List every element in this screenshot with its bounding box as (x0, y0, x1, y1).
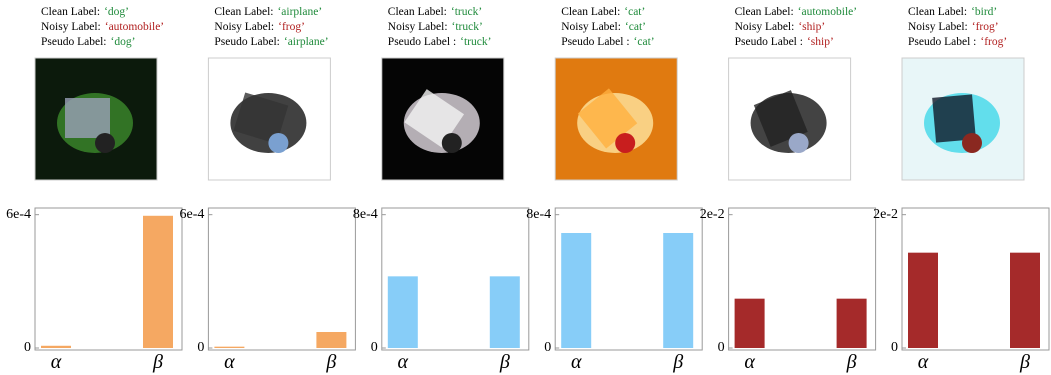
image-shape (95, 133, 115, 153)
label-line: Noisy Label: ‘frog’ (214, 21, 305, 33)
label-value: ‘dog’ (104, 6, 129, 18)
label-prefix: Clean Label: (735, 6, 794, 18)
x-tick-label: α (224, 351, 235, 373)
label-prefix: Clean Label: (41, 6, 100, 18)
x-tick-label: α (51, 351, 62, 373)
x-tick-label: β (152, 351, 163, 373)
label-prefix: Pseudo Label: (41, 36, 106, 48)
label-value: ‘truck’ (451, 6, 482, 18)
label-value: ‘bird’ (971, 6, 997, 18)
label-value: ‘automobile’ (105, 21, 164, 33)
x-tick-label: β (1019, 351, 1030, 373)
image-shape (615, 133, 635, 153)
label-value: ‘cat’ (634, 36, 655, 48)
label-line: Noisy Label: ‘frog’ (908, 21, 999, 33)
label-prefix: Noisy Label: (214, 21, 274, 33)
label-value: ‘frog’ (972, 21, 999, 33)
image-shape (962, 133, 982, 153)
label-prefix: Pseudo Label : (735, 36, 803, 48)
label-prefix: Pseudo Label : (908, 36, 976, 48)
label-value: ‘automobile’ (798, 6, 857, 18)
label-value: ‘airplane’ (284, 36, 329, 48)
label-value: ‘frog’ (278, 21, 305, 33)
label-line: Clean Label: ‘automobile’ (735, 6, 857, 18)
label-value: ‘truck’ (452, 21, 483, 33)
image-shape (268, 133, 288, 153)
label-line: Noisy Label:‘ship’ (735, 21, 826, 33)
x-tick-label: α (918, 351, 929, 373)
bar (214, 347, 244, 348)
bar (316, 332, 346, 348)
label-prefix: Pseudo Label: (214, 36, 279, 48)
label-prefix: Noisy Label: (561, 21, 621, 33)
label-prefix: Pseudo Label : (388, 36, 456, 48)
label-line: Pseudo Label: ‘airplane’ (214, 36, 328, 48)
label-prefix: Clean Label: (214, 6, 273, 18)
plot-frame (208, 208, 355, 350)
label-line: Pseudo Label: ‘dog’ (41, 36, 135, 48)
label-line: Clean Label: ‘dog’ (41, 6, 129, 18)
label-line: Noisy Label: ‘truck’ (388, 21, 483, 33)
label-line: Clean Label: ‘cat’ (561, 6, 645, 18)
bar (561, 233, 591, 348)
y-tick-label: 2e-2 (700, 207, 725, 222)
y-tick-label: 6e-4 (6, 207, 31, 222)
label-value: ‘truck’ (460, 36, 491, 48)
y-tick-label: 0 (24, 340, 31, 355)
label-prefix: Clean Label: (561, 6, 620, 18)
label-line: Pseudo Label : ‘frog’ (908, 36, 1007, 48)
label-prefix: Noisy Label: (388, 21, 448, 33)
y-tick-label: 0 (891, 340, 898, 355)
y-tick-label: 6e-4 (180, 207, 205, 222)
label-line: Pseudo Label : ‘truck’ (388, 36, 492, 48)
label-prefix: Noisy Label: (735, 21, 795, 33)
label-prefix: Clean Label: (908, 6, 967, 18)
image-shape (442, 133, 462, 153)
label-value: ‘frog’ (980, 36, 1007, 48)
label-value: ‘ship’ (807, 36, 834, 48)
bar (663, 233, 693, 348)
label-value: ‘dog’ (110, 36, 135, 48)
y-tick-label: 8e-4 (526, 207, 551, 222)
x-tick-label: β (672, 351, 683, 373)
label-value: ‘cat’ (625, 21, 646, 33)
label-line: Clean Label: ‘truck’ (388, 6, 482, 18)
label-prefix: Noisy Label: (41, 21, 101, 33)
y-tick-label: 0 (371, 340, 378, 355)
label-prefix: Pseudo Label : (561, 36, 629, 48)
y-tick-label: 2e-2 (873, 207, 898, 222)
label-line: Clean Label: ‘airplane’ (214, 6, 322, 18)
image-shape (65, 98, 110, 138)
x-tick-label: β (499, 351, 510, 373)
label-value: ‘cat’ (624, 6, 645, 18)
bar (143, 216, 173, 348)
label-line: Clean Label: ‘bird’ (908, 6, 997, 18)
y-tick-label: 0 (718, 340, 725, 355)
label-value: ‘ship’ (798, 21, 825, 33)
label-value: ‘airplane’ (277, 6, 322, 18)
label-line: Noisy Label: ‘cat’ (561, 21, 646, 33)
y-tick-label: 8e-4 (353, 207, 378, 222)
label-line: Pseudo Label : ‘cat’ (561, 36, 654, 48)
bar (490, 276, 520, 348)
x-tick-label: β (325, 351, 336, 373)
label-prefix: Noisy Label: (908, 21, 968, 33)
y-tick-label: 0 (544, 340, 551, 355)
x-tick-label: α (571, 351, 582, 373)
bar (388, 276, 418, 348)
figure: Clean Label:‘dog’Noisy Label:‘automobile… (0, 0, 1051, 375)
x-tick-label: α (398, 351, 409, 373)
bar (41, 346, 71, 348)
bar (837, 299, 867, 348)
label-line: Noisy Label: ‘automobile’ (41, 21, 164, 33)
bar (1010, 253, 1040, 348)
bar (735, 299, 765, 348)
image-shape (789, 133, 809, 153)
y-tick-label: 0 (197, 340, 204, 355)
label-prefix: Clean Label: (388, 6, 447, 18)
x-tick-label: α (744, 351, 755, 373)
bar (908, 253, 938, 348)
x-tick-label: β (846, 351, 857, 373)
label-line: Pseudo Label : ‘ship’ (735, 36, 834, 48)
